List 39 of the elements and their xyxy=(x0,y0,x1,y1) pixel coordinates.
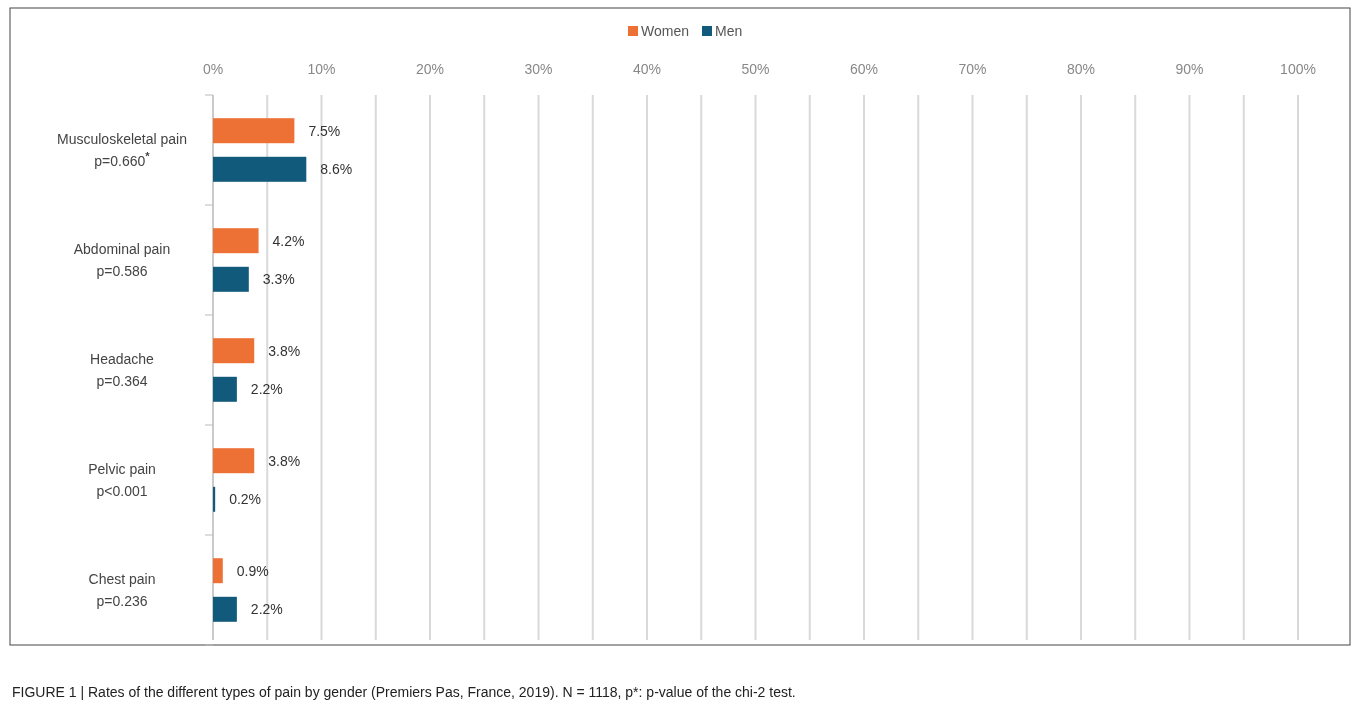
x-tick-label: 0% xyxy=(202,60,224,77)
data-label: 7.5% xyxy=(308,122,341,139)
data-label: 8.6% xyxy=(320,161,353,178)
bar xyxy=(213,118,295,144)
data-label: 0.9% xyxy=(236,562,269,579)
y-tick-label: Musculoskeletal pain p=0.660$^{*}$ xyxy=(57,130,187,169)
data-label: 2.2% xyxy=(250,601,283,618)
x-tick-label: 20% xyxy=(415,60,445,77)
bar xyxy=(213,338,255,364)
bar xyxy=(213,376,237,402)
bar xyxy=(213,558,223,584)
bar xyxy=(213,156,307,182)
data-label: 3.8% xyxy=(268,452,301,469)
x-tick-label: 100% xyxy=(1280,60,1316,77)
x-tick-label: 50% xyxy=(741,60,770,77)
x-tick-label: 80% xyxy=(1066,60,1096,77)
x-tick-label: 90% xyxy=(1175,60,1204,77)
data-label: 2.2% xyxy=(250,381,283,398)
y-tick-label: Headache p=0.364 xyxy=(90,350,155,389)
data-label: 0.2% xyxy=(229,491,262,508)
y-tick-label: Abdominal pain p=0.586 xyxy=(73,240,171,279)
x-tick-label: 70% xyxy=(958,60,987,77)
bar xyxy=(213,228,259,254)
caption: FIGURE 1 | Rates of the different types of pain by gender (Premiers Pas, France, 2019). N = 1118, p*: p-value of the chi-2 test. xyxy=(12,683,796,700)
y-tick-label: Pelvic pain p<0.001 xyxy=(88,460,156,499)
data-label: 4.2% xyxy=(272,232,305,249)
legend-label: Women xyxy=(641,22,689,39)
y-tick-label: Chest pain p=0.236 xyxy=(88,570,156,609)
data-label: 3.3% xyxy=(262,271,295,288)
bar xyxy=(213,448,255,474)
bar xyxy=(213,486,216,512)
legend-label: Men xyxy=(715,22,743,39)
x-tick-label: 60% xyxy=(849,60,879,77)
x-tick-label: 10% xyxy=(307,60,336,77)
bar xyxy=(213,266,249,292)
x-tick-label: 30% xyxy=(524,60,553,77)
x-tick-label: 40% xyxy=(632,60,662,77)
bar xyxy=(213,596,237,622)
data-label: 3.8% xyxy=(268,342,301,359)
